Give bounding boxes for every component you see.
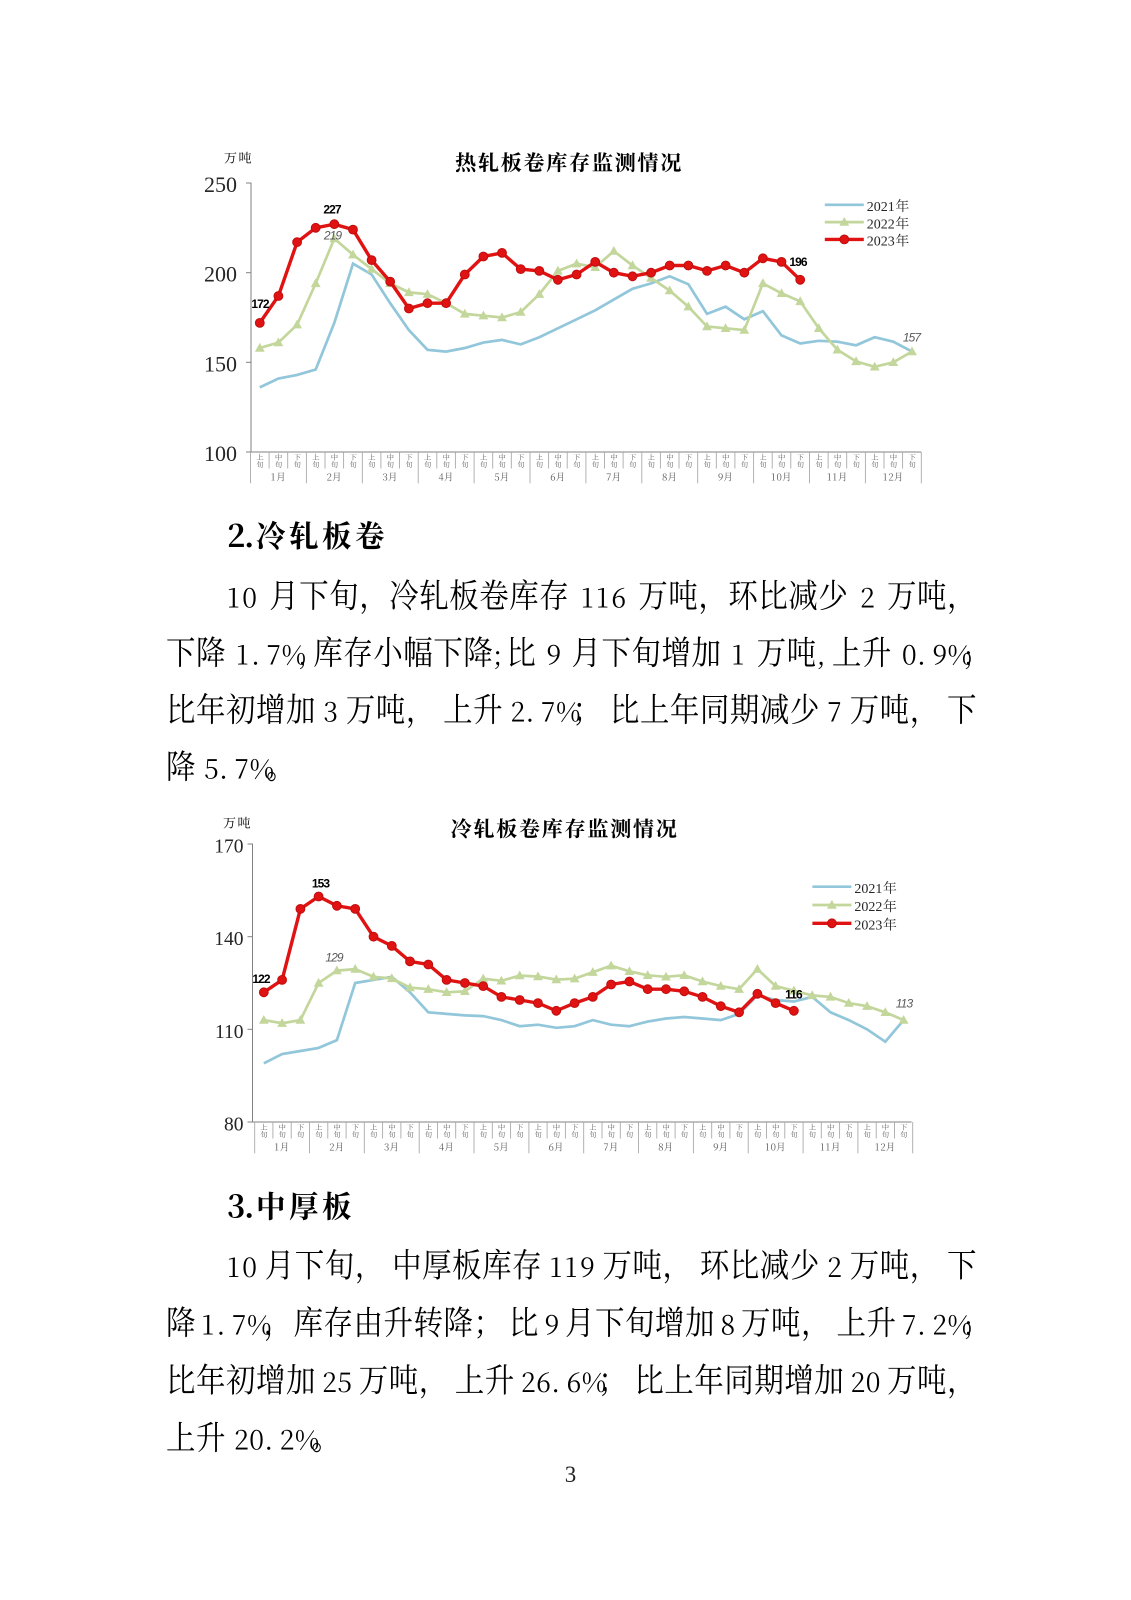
svg-text:116: 116 — [785, 987, 803, 1001]
svg-text:140: 140 — [214, 929, 243, 950]
svg-text:153: 153 — [312, 876, 331, 890]
svg-text:2021: 2021 — [854, 882, 882, 897]
svg-text:129: 129 — [325, 950, 344, 964]
svg-text:80: 80 — [224, 1115, 244, 1136]
svg-text:110: 110 — [215, 1022, 244, 1043]
svg-text:250: 250 — [204, 172, 237, 197]
svg-text:2022: 2022 — [854, 900, 882, 915]
svg-text:172: 172 — [251, 297, 270, 311]
svg-text:2023: 2023 — [854, 919, 882, 934]
svg-text:2023: 2023 — [867, 235, 895, 250]
svg-text:157: 157 — [903, 330, 923, 344]
svg-text:227: 227 — [323, 203, 342, 217]
svg-text:2022: 2022 — [867, 217, 895, 232]
svg-text:122: 122 — [252, 972, 271, 986]
svg-text:3: 3 — [565, 1462, 577, 1487]
svg-text:100: 100 — [204, 441, 237, 466]
svg-text:2021: 2021 — [867, 200, 895, 215]
svg-text:196: 196 — [789, 255, 808, 269]
svg-text:150: 150 — [204, 351, 237, 376]
svg-text:219: 219 — [323, 228, 343, 242]
svg-text:170: 170 — [214, 837, 243, 858]
svg-text:200: 200 — [204, 262, 237, 287]
svg-text:113: 113 — [896, 996, 914, 1010]
